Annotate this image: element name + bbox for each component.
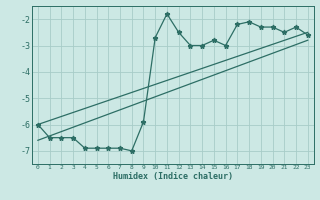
X-axis label: Humidex (Indice chaleur): Humidex (Indice chaleur) [113,172,233,181]
